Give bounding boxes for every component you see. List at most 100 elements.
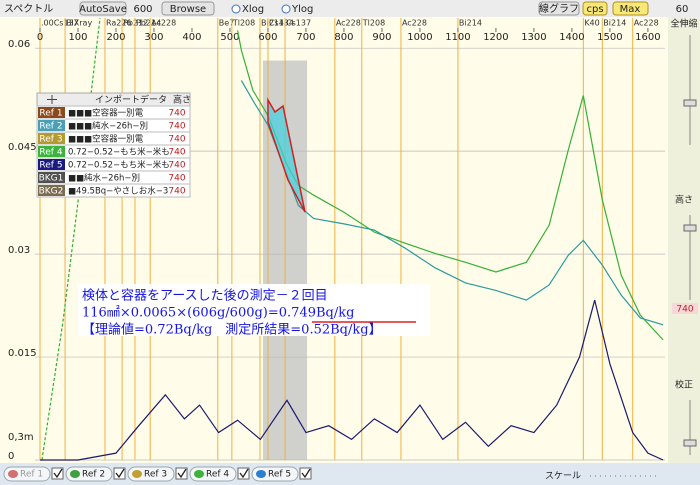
- legend-name: ■■■空容器一別電: [68, 134, 144, 145]
- ref-tab-label[interactable]: Ref 3: [144, 470, 167, 480]
- nuclide-label: Ac228: [151, 19, 176, 28]
- legend-name: ■49.5Bq−やさしお水−3: [68, 186, 168, 197]
- nuclide-label: Be7: [219, 19, 235, 28]
- nuclide-label: Bi214: [261, 19, 284, 28]
- x-tick-label: 800: [334, 32, 353, 43]
- nuclide-label: K40: [584, 19, 599, 28]
- autosave-button[interactable]: [79, 1, 127, 16]
- xlog-label[interactable]: Xlog: [242, 4, 264, 15]
- legend-height: 740: [168, 161, 185, 171]
- legend-ref-box: [38, 185, 65, 196]
- nuclide-label: Cs134: [269, 19, 294, 28]
- calib-slider-thumb[interactable]: [683, 439, 697, 447]
- move-icon: [47, 95, 57, 104]
- ref-checkbox[interactable]: [113, 467, 126, 480]
- nuclide-label: Ra226: [106, 19, 132, 28]
- graph-button[interactable]: [538, 1, 580, 16]
- nuclide-label: Ac228: [336, 19, 361, 28]
- ref-checkbox[interactable]: [175, 467, 188, 480]
- legend-ref: Ref 2: [39, 122, 62, 132]
- annotation-text: 116㎟×0.0065×(606g/600g)=0.749Bq/kg: [82, 306, 354, 321]
- highlight-shape: [267, 97, 306, 213]
- x-tick-label: 1600: [635, 32, 660, 43]
- legend-name: 0.72−0.52−もち米−米も: [68, 147, 170, 158]
- browse-button[interactable]: [161, 1, 215, 16]
- y-tick-label: 0: [8, 451, 14, 462]
- max-label[interactable]: Max: [620, 4, 641, 15]
- lower-axis-label: 0,3m: [8, 432, 34, 443]
- legend-name: ■■■空容器一別電: [68, 108, 144, 119]
- ref-tab-label[interactable]: Ref 2: [82, 470, 105, 480]
- legend-ref: BKG1: [39, 174, 64, 184]
- ref-checkbox[interactable]: [51, 467, 64, 480]
- browse-label[interactable]: Browse: [170, 4, 206, 15]
- cps-button[interactable]: [582, 1, 608, 16]
- legend-height: 740: [168, 174, 185, 184]
- annotation-text: 【理論値=0.72Bq/kg 測定所結果=0.52Bq/kg】: [82, 322, 382, 338]
- ref-tab[interactable]: [189, 466, 237, 482]
- side-panel: [668, 17, 700, 463]
- x-tick-label: 100: [68, 32, 87, 43]
- num-field: 60: [676, 4, 689, 15]
- legend-header-label: インポートデータ: [95, 94, 167, 106]
- zoom-slider-thumb[interactable]: [683, 99, 697, 107]
- ref-tab-label[interactable]: Ref 5: [268, 470, 291, 480]
- legend-ref-box: [38, 120, 65, 131]
- y-tick-label: 0.015: [8, 348, 37, 359]
- height-label: 高さ: [675, 194, 693, 206]
- cps-label[interactable]: cps: [586, 4, 603, 15]
- ref-tab[interactable]: [65, 466, 113, 482]
- ref-checkbox[interactable]: [237, 467, 250, 480]
- ylog-radio[interactable]: [281, 4, 291, 14]
- nuclide-label: Bi214: [603, 19, 626, 28]
- nuclide-label: BiXray: [66, 19, 92, 28]
- ref-tab-icon: [8, 470, 18, 478]
- y-tick-label: 0.06: [8, 39, 30, 50]
- x-tick-label: 1500: [597, 32, 622, 43]
- calib-label: 校正: [675, 379, 693, 391]
- ref-tab-icon: [132, 470, 142, 478]
- annotation-box: [78, 284, 430, 336]
- nuclide-label: Ac228: [402, 19, 427, 28]
- height-slider-thumb[interactable]: [683, 224, 697, 232]
- plot-area: [0, 17, 668, 463]
- x-tick-label: 1200: [483, 32, 508, 43]
- x-tick-label: 400: [182, 32, 201, 43]
- window-title: スペクトル: [4, 3, 53, 15]
- legend-ref-box: [38, 172, 65, 183]
- legend-height: 740: [168, 135, 185, 145]
- legend-height: 740: [168, 148, 185, 158]
- ref-tab[interactable]: [3, 466, 51, 482]
- x-tick-label: 500: [220, 32, 239, 43]
- ref-checkbox[interactable]: [299, 467, 312, 480]
- legend-height: 740: [168, 187, 185, 197]
- legend-height: 740: [168, 122, 185, 132]
- autosave-label[interactable]: AutoSave: [79, 4, 127, 15]
- legend-ref: Ref 1: [39, 109, 62, 119]
- ref-tab[interactable]: [127, 466, 175, 482]
- xlog-radio[interactable]: [231, 4, 241, 14]
- legend-ref-box: [38, 146, 65, 157]
- ref-check: [53, 468, 63, 479]
- x-tick-label: 0: [37, 32, 43, 43]
- nuclide-label: Tl208: [362, 19, 385, 28]
- nuclide-label: Cs137: [286, 19, 311, 28]
- ref-tab[interactable]: [251, 466, 299, 482]
- legend-ref-box: [38, 133, 65, 144]
- legend-ref: Ref 4: [39, 148, 62, 158]
- count-field[interactable]: 600: [133, 4, 152, 15]
- max-button[interactable]: [612, 1, 649, 16]
- ref-tab-icon: [256, 470, 266, 478]
- graph-label[interactable]: 線グラフ: [539, 2, 579, 15]
- ref-tab-label[interactable]: Ref 4: [206, 470, 229, 480]
- x-tick-label: 700: [296, 32, 315, 43]
- bottom-tabs: Ref 1 Ref 2 Ref 3 Ref 4 Ref 5: [3, 466, 312, 482]
- x-tick-label: 1300: [521, 32, 546, 43]
- legend-height: 740: [168, 109, 185, 119]
- bottom-bar: [0, 463, 700, 485]
- legend-header-label: 高さ: [173, 94, 191, 106]
- ylog-label[interactable]: Ylog: [291, 4, 313, 15]
- x-tick-label: 600: [258, 32, 277, 43]
- ref-tab-label[interactable]: Ref 1: [20, 470, 43, 480]
